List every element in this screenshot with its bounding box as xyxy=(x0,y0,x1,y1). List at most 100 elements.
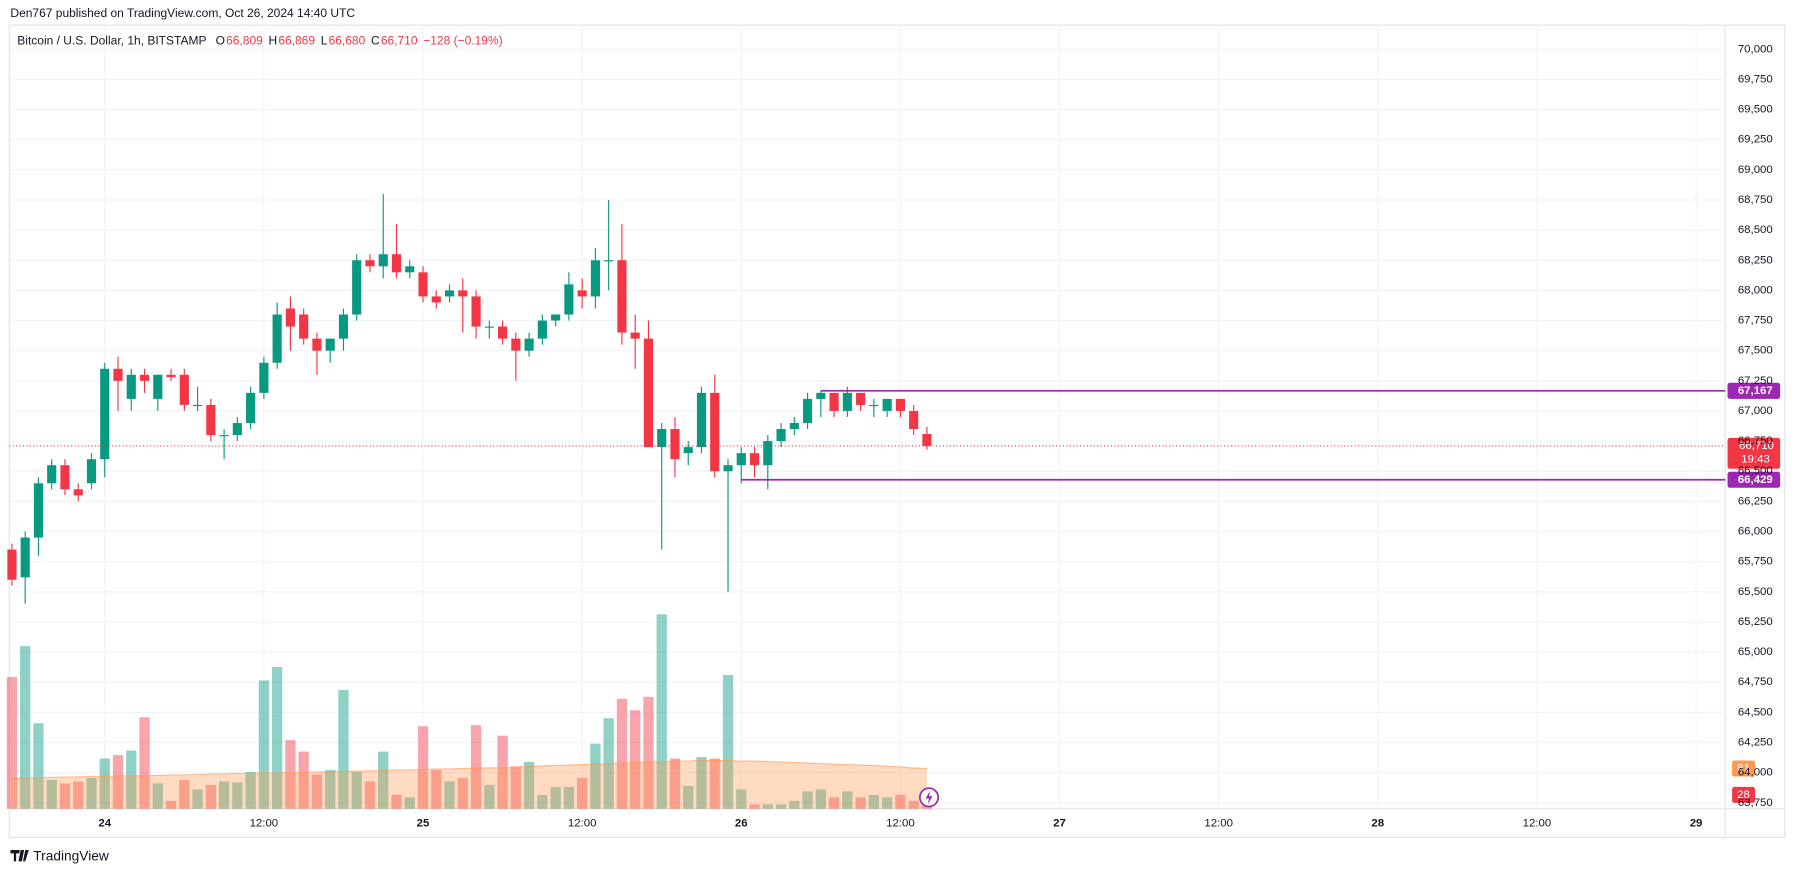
x-tick-label: 29 xyxy=(1690,818,1703,830)
volume-bar xyxy=(789,800,800,809)
candle-body xyxy=(365,260,375,267)
volume-bar xyxy=(523,762,535,809)
y-tick-label: 65,250 xyxy=(1738,616,1773,628)
volume-bar xyxy=(683,785,694,809)
volume-bar xyxy=(112,755,124,809)
legend-value: 66,809 xyxy=(226,33,263,47)
volume-bar xyxy=(908,800,919,809)
volume-bar xyxy=(99,758,110,809)
candle-body xyxy=(219,435,229,437)
y-tick-label: 67,000 xyxy=(1738,405,1773,417)
y-tick-label: 64,250 xyxy=(1738,737,1773,749)
y-tick-label: 64,500 xyxy=(1738,706,1773,718)
candle-body xyxy=(869,404,879,407)
candle-body xyxy=(73,489,83,496)
volume-bar xyxy=(232,782,243,809)
y-tick-label: 65,000 xyxy=(1738,646,1773,658)
volume-bar xyxy=(868,794,880,809)
volume-bar xyxy=(842,791,853,809)
y-tick-label: 66,000 xyxy=(1738,526,1773,538)
y-tick-label: 67,750 xyxy=(1738,315,1773,327)
legend-value: 66,680 xyxy=(329,33,366,47)
chart-frame xyxy=(8,24,1786,838)
candle-body xyxy=(657,429,667,448)
candle-body xyxy=(179,374,189,405)
volume-bar xyxy=(298,751,309,809)
volume-bar xyxy=(311,774,323,809)
volume-bar xyxy=(696,757,707,809)
candle-body xyxy=(47,465,57,484)
volume-bar xyxy=(457,777,468,809)
volume-ma-tag xyxy=(1732,760,1755,777)
volume-bar xyxy=(33,723,44,809)
candle-body xyxy=(710,392,720,472)
symbol-title: Bitcoin / U.S. Dollar, 1h, BITSTAMP xyxy=(17,33,206,47)
candle-body xyxy=(100,368,110,460)
candle-body xyxy=(471,296,481,327)
candle-body xyxy=(909,410,919,430)
volume-bar xyxy=(643,696,654,809)
volume-bar xyxy=(86,777,97,809)
volume-bar xyxy=(165,800,177,809)
candle-body xyxy=(272,314,282,363)
candle-body xyxy=(431,296,441,303)
candle-body xyxy=(524,338,534,351)
y-tick-label: 69,750 xyxy=(1738,73,1773,85)
candle-body xyxy=(763,441,773,466)
y-tick-label: 69,500 xyxy=(1738,104,1773,116)
volume-bar xyxy=(417,726,429,809)
candle-body xyxy=(126,374,136,399)
volume-bar xyxy=(470,725,482,809)
volume-bar xyxy=(444,781,455,809)
candle-body xyxy=(723,465,733,472)
candle-body xyxy=(617,260,627,333)
level-label: 66,429 xyxy=(1738,474,1773,486)
x-tick-label: 25 xyxy=(417,818,430,830)
candle-body xyxy=(856,392,866,405)
candle-body xyxy=(458,290,468,297)
candle-body xyxy=(325,338,335,351)
volume-bar xyxy=(6,676,18,809)
volume-bar xyxy=(815,789,826,809)
candle-body xyxy=(484,326,494,328)
volume-bar xyxy=(205,784,216,809)
level-tag xyxy=(1727,382,1781,399)
brand-logo xyxy=(10,849,29,862)
candle-body xyxy=(511,338,521,351)
legend-key: C xyxy=(371,33,380,47)
candle-body xyxy=(299,314,309,339)
candle-body xyxy=(33,483,44,538)
volume-bar xyxy=(497,735,508,809)
x-tick-label: 12:00 xyxy=(568,818,597,830)
volume-bar xyxy=(126,750,137,809)
volume-bar xyxy=(431,769,442,809)
volume-bar xyxy=(364,781,376,809)
candle-body xyxy=(895,398,905,411)
y-tick-label: 69,000 xyxy=(1738,164,1773,176)
volume-bar xyxy=(510,766,521,809)
candle-body xyxy=(749,453,760,466)
volume-pane xyxy=(6,614,933,809)
y-tick-label: 69,250 xyxy=(1738,134,1773,146)
y-tick-label: 68,000 xyxy=(1738,284,1773,296)
x-tick-label: 12:00 xyxy=(250,818,279,830)
candle-body xyxy=(153,374,163,399)
volume-bar xyxy=(590,743,601,809)
y-tick-label: 65,750 xyxy=(1738,556,1773,568)
candle-body xyxy=(696,392,707,448)
legend-value: 66,710 xyxy=(381,33,418,47)
candle-body xyxy=(7,549,17,580)
y-tick-label: 66,250 xyxy=(1738,495,1773,507)
y-tick-label: 63,750 xyxy=(1738,797,1773,809)
last-price-label: 66,710 xyxy=(1739,440,1774,452)
volume-bar xyxy=(46,779,57,809)
legend-value: 66,869 xyxy=(278,33,315,47)
candle-body xyxy=(564,284,574,315)
volume-bar xyxy=(537,794,548,809)
candle-body xyxy=(60,465,70,490)
legend-value: −128 (−0.19%) xyxy=(423,33,502,47)
volume-tag xyxy=(1732,786,1755,803)
candle-body xyxy=(139,374,150,381)
candle-body xyxy=(590,260,600,297)
